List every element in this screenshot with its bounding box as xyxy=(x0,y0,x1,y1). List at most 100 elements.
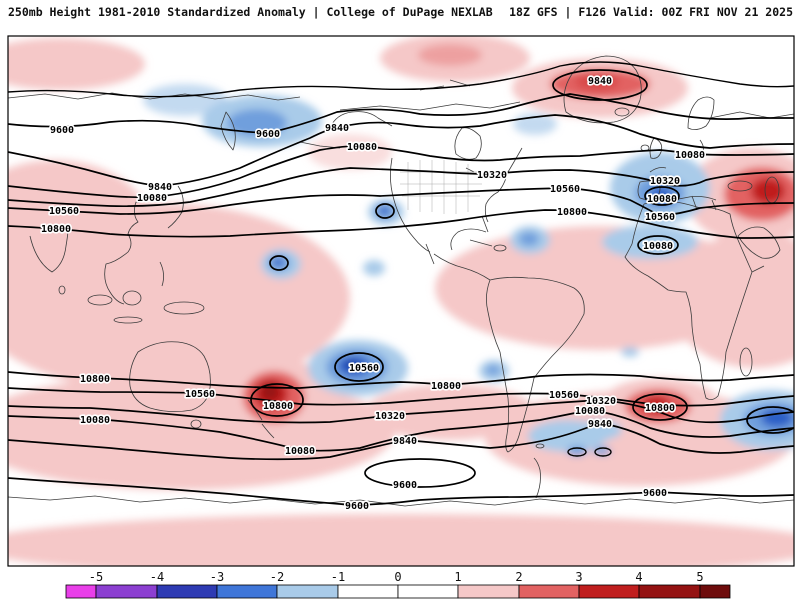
coastline-cuba xyxy=(469,239,493,247)
contour-labels: 9840 9600 9600 9840 10080 10080 10320 98… xyxy=(39,74,706,513)
contour-label: 9840 xyxy=(325,123,349,134)
pos-blob xyxy=(8,160,150,290)
coastline-antarctica xyxy=(8,457,794,507)
colorbar-tick: -5 xyxy=(89,570,103,584)
pos-blob xyxy=(670,232,794,368)
colorbar-tick: 1 xyxy=(454,570,461,584)
coastline-na-arctic xyxy=(339,79,521,111)
contour-label: 9600 xyxy=(393,480,417,491)
coastline-arctic-russia xyxy=(709,111,794,119)
neg-blob xyxy=(227,109,287,137)
pos-blob xyxy=(507,268,597,332)
colorbar-tick: 4 xyxy=(635,570,642,584)
coastline-new-guinea xyxy=(163,301,205,315)
contour-polar-nh xyxy=(8,61,794,98)
colorbar-segment xyxy=(337,584,399,599)
coastline-sumatra xyxy=(87,294,113,306)
contour-label: 10560 xyxy=(349,363,379,374)
colorbar-segment xyxy=(457,584,520,599)
colorbar-tick: 2 xyxy=(515,570,522,584)
contour-label: 10320 xyxy=(586,396,616,407)
contour-label: 9840 xyxy=(393,436,417,447)
pos-blob xyxy=(8,38,145,90)
contour-9840-sh xyxy=(8,422,794,461)
coastline-greenland xyxy=(563,55,642,124)
colorbar-segment xyxy=(699,584,731,599)
contour-10800-nh xyxy=(8,209,794,239)
coastline-south-america xyxy=(486,276,585,453)
neg-blob xyxy=(273,258,283,266)
coastline-australia xyxy=(129,341,211,412)
contour-loop-sh-far-right xyxy=(746,406,794,434)
contour-10560-nh xyxy=(8,187,794,217)
contour-label: 10320 xyxy=(650,176,680,187)
neg-blob xyxy=(486,365,500,375)
coastline-madagascar xyxy=(739,347,753,377)
colorbar-tick: 0 xyxy=(394,570,401,584)
coastline-arabia xyxy=(737,226,781,259)
colorbar-segment xyxy=(638,584,701,599)
contour-label: 10080 xyxy=(137,193,167,204)
pos-blob xyxy=(8,514,794,566)
colorbar-tick: 3 xyxy=(575,570,582,584)
contour-label: 10560 xyxy=(49,206,79,217)
contour-label: 9600 xyxy=(256,129,280,140)
contour-10080-nh xyxy=(8,144,794,199)
contour-label: 9840 xyxy=(588,76,612,87)
contour-label: 9840 xyxy=(148,182,172,193)
coastline-gulf-mexico xyxy=(450,228,487,251)
colorbar-segment xyxy=(578,584,640,599)
page-title: 250mb Height 1981-2010 Standardized Anom… xyxy=(8,5,493,19)
coastline-falklands xyxy=(535,443,545,449)
contour-label: 10800 xyxy=(431,381,461,392)
contour-label: 10800 xyxy=(645,403,675,414)
coastline-java xyxy=(113,316,143,324)
contour-label: 10800 xyxy=(80,374,110,385)
colorbar-segment xyxy=(65,584,97,599)
contour-loop-greenland-9840 xyxy=(552,69,648,101)
contour-loop-sh-red-10800 xyxy=(632,393,688,421)
coastline-hispaniola xyxy=(493,244,507,252)
neg-blob xyxy=(344,360,360,370)
contour-label: 9600 xyxy=(50,125,74,136)
contour-label: 10080 xyxy=(347,142,377,153)
contour-9840-nh xyxy=(8,114,794,187)
coastline-sri-lanka xyxy=(58,285,66,295)
contour-loop-west-us xyxy=(375,203,395,219)
coastline-na-west xyxy=(390,157,435,265)
neg-blob xyxy=(621,347,639,357)
coastline-east-asia xyxy=(104,195,151,305)
contour-loop-small-1 xyxy=(567,447,587,457)
coastline-philippines xyxy=(159,261,164,287)
contour-label: 10320 xyxy=(477,170,507,181)
model-valid-time: 18Z GFS | F126 Valid: 00Z FRI NOV 21 202… xyxy=(509,5,793,19)
contour-label: 10560 xyxy=(549,390,579,401)
contour-loop-nz-10800 xyxy=(250,383,304,417)
coastline-europe-med xyxy=(649,167,717,211)
contour-label: 10080 xyxy=(647,194,677,205)
coastline-mexico-centam xyxy=(433,253,491,281)
contour-loop-europe-cutoff xyxy=(644,186,680,206)
colorbar-segment xyxy=(518,584,580,599)
coastline-britain xyxy=(649,137,663,159)
contour-loop-nafrica-cutoff xyxy=(637,235,679,255)
contour-label: 9840 xyxy=(588,419,612,430)
coastline-borneo xyxy=(122,290,142,306)
coastline-india xyxy=(29,229,69,273)
coastline-kamchatka xyxy=(220,111,236,151)
colorbar-tick: -1 xyxy=(331,570,345,584)
pos-blob xyxy=(575,74,619,90)
neg-blob xyxy=(363,260,385,276)
pos-blob xyxy=(308,134,392,170)
contour-loop-nw-pacific xyxy=(269,255,289,271)
contour-10800-sh xyxy=(8,371,794,389)
contour-loop-sh-low-9600 xyxy=(364,458,476,488)
colorbar-segment xyxy=(156,584,218,599)
state-border-line xyxy=(407,160,469,214)
contour-label: 10560 xyxy=(645,212,675,223)
contour-label: 10560 xyxy=(550,184,580,195)
colorbar-tick: -4 xyxy=(150,570,164,584)
coastline-tasmania xyxy=(190,419,202,429)
contour-label: 10080 xyxy=(675,150,705,161)
